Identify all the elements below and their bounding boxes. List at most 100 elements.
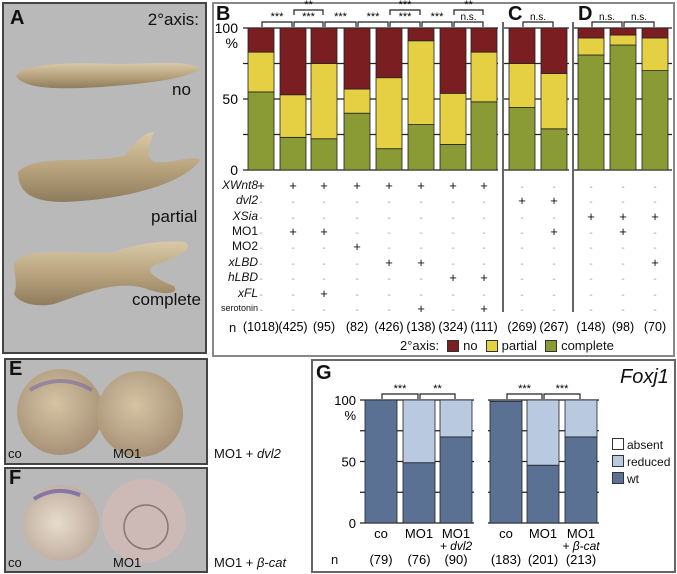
condition-minus: -	[322, 274, 325, 285]
significance-label: ***	[271, 11, 285, 23]
condition-minus: -	[621, 182, 624, 193]
panel-a: A 2°axis: no partial complete	[2, 2, 207, 354]
condition-minus: -	[482, 228, 485, 239]
condition-plus: +	[417, 178, 425, 193]
legend-swatch-complete	[545, 339, 558, 352]
bar-B-0-complete	[247, 91, 275, 171]
condition-plus: +	[480, 178, 488, 193]
condition-minus: -	[653, 290, 656, 301]
category-label: co	[499, 526, 513, 541]
condition-minus: -	[259, 228, 262, 239]
condition-minus: -	[653, 274, 656, 285]
condition-minus: -	[653, 228, 656, 239]
condition-minus: -	[653, 243, 656, 254]
significance-bracket	[261, 21, 293, 27]
significance-label: ***	[556, 383, 570, 395]
bar-B-6-complete	[439, 144, 467, 171]
condition-minus: -	[322, 259, 325, 270]
condition-plus: +	[550, 193, 558, 208]
panel-a-label: A	[10, 7, 25, 29]
legend-g-swatch-wt	[612, 472, 624, 484]
y-tick-label: 50	[222, 91, 238, 107]
mo1-blastopore	[123, 504, 169, 550]
embryo-e-co	[17, 369, 103, 455]
panel-f-label: F	[9, 467, 22, 489]
condition-minus: -	[621, 259, 624, 270]
significance-label: ***	[399, 0, 413, 11]
n-value: (425)	[278, 320, 307, 334]
significance-bracket	[623, 21, 655, 27]
n-value: (201)	[528, 552, 558, 567]
significance-label: ***	[334, 11, 348, 23]
bar-D-0-no	[577, 27, 605, 39]
bar-D-1-partial	[609, 34, 637, 46]
panel-g	[311, 359, 676, 573]
row-label-xsia: XSia	[232, 209, 258, 223]
panel-c-label: C	[508, 3, 523, 25]
bar-B-7-complete	[470, 101, 498, 171]
condition-minus: -	[520, 182, 523, 193]
significance-label: **	[304, 0, 313, 11]
condition-minus: -	[291, 213, 294, 224]
condition-minus: -	[259, 243, 262, 254]
legend-label-complete: complete	[561, 338, 614, 353]
bar-B-3-partial	[343, 88, 371, 114]
significance-label: ***	[302, 11, 316, 23]
n-value: (90)	[444, 552, 467, 567]
n-value: (79)	[369, 552, 392, 567]
condition-plus: +	[385, 255, 393, 270]
row-label-dvl2: dvl2	[235, 193, 258, 207]
condition-plus: +	[289, 224, 297, 239]
condition-minus: -	[482, 243, 485, 254]
legend-g: absent reduced wt	[612, 437, 670, 488]
condition-minus: -	[419, 290, 422, 301]
phenotype-partial: partial	[151, 207, 198, 226]
y-tick-label: 100	[334, 393, 356, 408]
condition-plus: +	[651, 209, 659, 224]
condition-minus: -	[259, 213, 262, 224]
caption-e-mo1: MO1	[113, 446, 142, 461]
condition-minus: -	[259, 274, 262, 285]
bar-G2-2-wt	[564, 436, 598, 524]
bar-B-0-partial	[247, 51, 275, 93]
bar-B-1-partial	[279, 94, 307, 138]
bar-G2-1-wt	[526, 464, 560, 524]
bar-G1-0-wt	[364, 399, 398, 524]
condition-minus: -	[482, 213, 485, 224]
condition-minus: -	[355, 305, 358, 316]
bar-B-2-partial	[310, 63, 338, 140]
caption-e-dvl2: dvl2	[257, 446, 281, 461]
significance-bracket	[453, 9, 484, 15]
condition-minus: -	[387, 305, 390, 316]
bar-G2-0-wt	[489, 400, 523, 524]
condition-plus: +	[518, 193, 526, 208]
panel-e: E co MO1	[4, 358, 208, 465]
significance-bracket	[421, 21, 453, 27]
significance-bracket	[389, 9, 421, 15]
n-label: n	[229, 320, 237, 335]
condition-minus: -	[355, 274, 358, 285]
bar-G1-2-wt	[439, 436, 473, 524]
embryo-f-mo1	[102, 479, 186, 563]
legend-g-absent: absent	[612, 437, 670, 454]
condition-minus: -	[291, 197, 294, 208]
n-value: (95)	[313, 320, 335, 334]
embryo-no	[16, 63, 200, 89]
row-label-hlbd: hLBD	[227, 270, 258, 284]
bar-C-0-complete	[508, 107, 536, 171]
category-label: MO1	[567, 526, 595, 541]
category-label-line2: + β-cat	[562, 539, 600, 553]
condition-plus: +	[417, 255, 425, 270]
condition-minus: -	[482, 290, 485, 301]
condition-plus: +	[550, 224, 558, 239]
caption-f-co: co	[8, 555, 22, 570]
significance-label: ***	[367, 11, 381, 23]
condition-plus: +	[353, 239, 361, 254]
bar-C-1-no	[540, 27, 568, 74]
panel-f: F co MO1	[4, 467, 208, 573]
condition-minus: -	[322, 243, 325, 254]
bar-D-0-complete	[577, 54, 605, 171]
panel-d-label: D	[578, 3, 593, 25]
significance-bracket	[293, 9, 324, 15]
condition-plus: +	[619, 209, 627, 224]
